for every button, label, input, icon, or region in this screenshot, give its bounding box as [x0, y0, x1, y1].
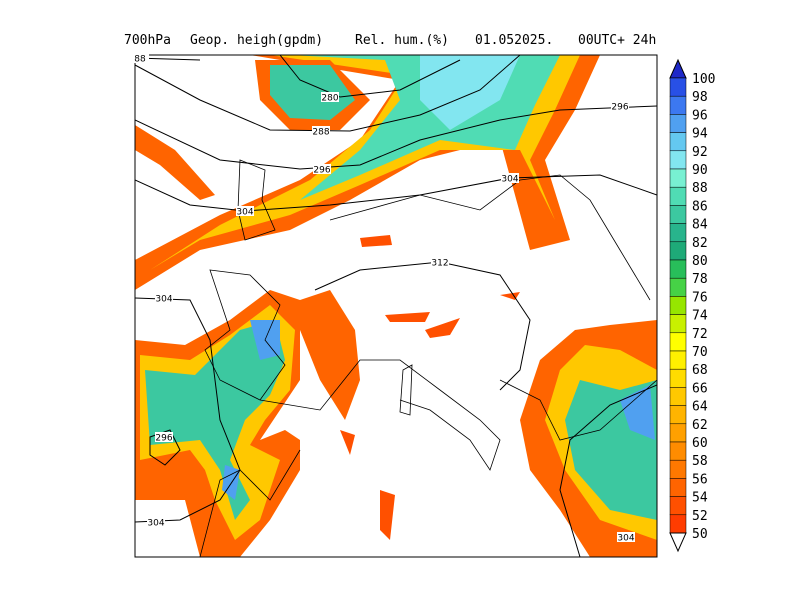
- colorbar-box: [669, 241, 687, 261]
- colorbar-box: [669, 132, 687, 152]
- contour-label: 296: [611, 103, 628, 113]
- colorbar-box: [669, 405, 687, 425]
- header-text: 700hPa: [124, 33, 171, 48]
- colorbar-label: 78: [692, 272, 708, 287]
- contour-label-bg: [155, 432, 173, 442]
- colorbar-label: 70: [692, 345, 708, 360]
- contour-label: 304: [501, 175, 518, 185]
- contour-label-bg: [611, 101, 629, 111]
- contour-label-bg: [321, 92, 339, 102]
- colorbar-box: [669, 314, 687, 334]
- header: 700hPa Geop. heigh(gpdm) Rel. hum.(%) 01.05…: [124, 33, 656, 48]
- colorbar-label: 86: [692, 199, 708, 214]
- geopotential-contours: [135, 55, 657, 557]
- colorbar-label: 62: [692, 418, 708, 433]
- colorbar-label: 68: [692, 363, 708, 378]
- colorbar-label: 100: [692, 72, 715, 87]
- colorbar-label: 98: [692, 90, 708, 105]
- contour-label: 304: [147, 519, 164, 529]
- colorbar-label: 90: [692, 163, 708, 178]
- contour-label: 296: [155, 434, 172, 444]
- contour-label-bg: [155, 293, 173, 303]
- contour-label-bg: [617, 532, 635, 542]
- colorbar-box: [669, 441, 687, 461]
- colorbar-label: 92: [692, 145, 708, 160]
- colorbar-label: 64: [692, 400, 708, 415]
- header-text: Geop. heigh(gpdm): [190, 33, 323, 48]
- colorbar-label: 82: [692, 236, 708, 251]
- contour-label-bg: [431, 257, 449, 267]
- colorbar-box: [669, 205, 687, 224]
- contour-label: 304: [617, 534, 634, 544]
- humidity-field: [135, 55, 657, 557]
- colorbar-box: [669, 150, 687, 170]
- contour-label-bg: [312, 126, 330, 136]
- colorbar-box: [669, 514, 687, 534]
- colorbar-label: 96: [692, 108, 708, 123]
- colorbar-box: [669, 478, 687, 497]
- colorbar: 100 98 96 94 92 90 88 86 84 82 80 78 76 74 72 70 68 66 64 6…: [669, 58, 715, 553]
- contour-label: 280: [321, 94, 338, 104]
- header-text: 00UTC+ 24h: [578, 33, 656, 48]
- colorbar-label: 54: [692, 491, 708, 506]
- colorbar-box: [669, 387, 687, 406]
- contour-label-bg: [131, 53, 149, 63]
- contour-label-bg: [501, 173, 519, 183]
- colorbar-box: [669, 296, 687, 315]
- colorbar-under: [669, 532, 687, 553]
- colorbar-label: 74: [692, 309, 708, 324]
- colorbar-box: [669, 223, 687, 243]
- contour-label-bg: [313, 164, 331, 174]
- colorbar-label: 50: [692, 527, 708, 542]
- colorbar-label: 58: [692, 454, 708, 469]
- colorbar-box: [669, 332, 687, 352]
- contour-labels: 88 280 288 296 304 312 304 296 304 304 296 304: [131, 53, 635, 544]
- colorbar-box: [669, 350, 687, 370]
- contour-label: 296: [313, 166, 330, 176]
- colorbar-box: [669, 95, 687, 115]
- colorbar-label: 84: [692, 218, 708, 233]
- colorbar-label: 72: [692, 327, 708, 342]
- colorbar-box: [669, 114, 687, 133]
- contour-label: 312: [431, 259, 448, 269]
- colorbar-box: [669, 277, 687, 297]
- colorbar-label: 66: [692, 381, 708, 396]
- colorbar-label: 56: [692, 472, 708, 487]
- colorbar-label: 94: [692, 127, 708, 142]
- colorbar-box: [669, 368, 687, 388]
- colorbar-box: [669, 259, 687, 279]
- colorbar-box: [669, 168, 687, 188]
- colorbar-box: [669, 77, 687, 97]
- colorbar-label: 76: [692, 290, 708, 305]
- colorbar-box: [669, 423, 687, 443]
- contour-label: 288: [312, 128, 329, 138]
- colorbar-label: 52: [692, 509, 708, 524]
- colorbar-label: 60: [692, 436, 708, 451]
- header-text: Rel. hum.(%): [355, 33, 449, 48]
- contour-label: 304: [155, 295, 172, 305]
- colorbar-label: 80: [692, 254, 708, 269]
- map-frame: [134, 54, 658, 558]
- colorbar-box: [669, 186, 687, 206]
- colorbar-box: [669, 459, 687, 479]
- header-text: 01.052025.: [475, 33, 553, 48]
- colorbar-label: 88: [692, 181, 708, 196]
- contour-label-bg: [236, 206, 254, 216]
- colorbar-over: [669, 58, 687, 79]
- contour-label: 88: [134, 55, 146, 65]
- contour-label: 304: [236, 208, 253, 218]
- colorbar-box: [669, 496, 687, 516]
- contour-label-bg: [147, 517, 165, 527]
